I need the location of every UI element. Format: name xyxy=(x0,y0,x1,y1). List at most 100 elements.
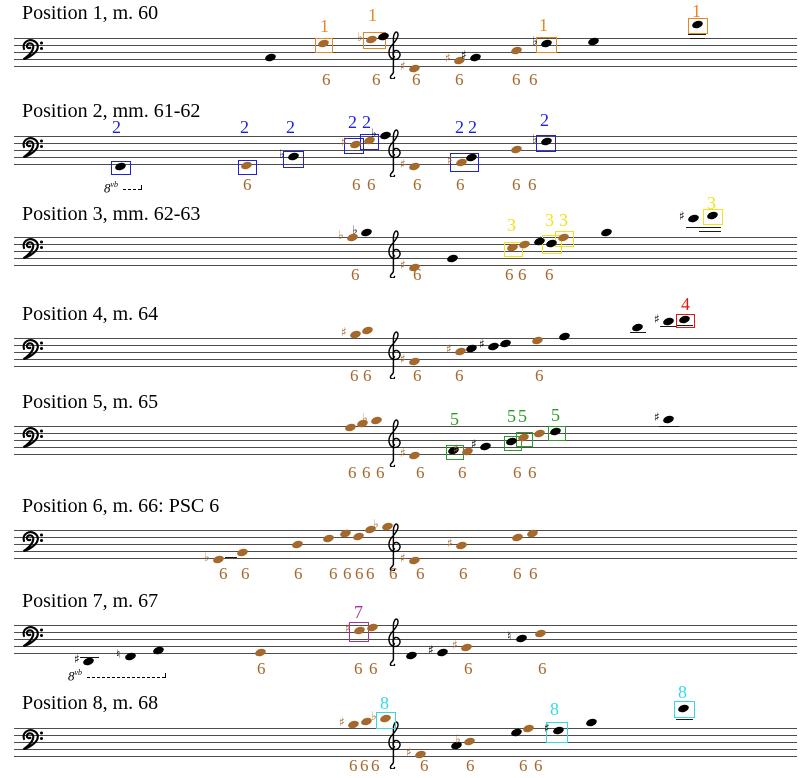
accidental-flat-icon: ♭ xyxy=(338,228,344,242)
accidental-flat-icon: ♭ xyxy=(357,30,363,44)
position-number: 2 xyxy=(455,117,464,137)
highlight-box xyxy=(349,622,369,642)
staff-line xyxy=(14,143,797,144)
notehead xyxy=(405,650,418,661)
figured-bass-6: 6 xyxy=(413,366,422,385)
notehead xyxy=(344,422,357,433)
ledger-line xyxy=(677,325,693,327)
bass-clef-icon xyxy=(20,727,44,750)
accidental-flat-icon: ♭ xyxy=(373,517,379,531)
highlight-box xyxy=(536,135,556,152)
staff-line xyxy=(14,756,797,757)
notehead xyxy=(460,642,473,653)
accidental-flat-icon: ♭ xyxy=(362,411,368,425)
ledger-line xyxy=(690,38,705,40)
staff-line xyxy=(14,38,797,39)
figured-bass-6: 6 xyxy=(512,175,521,194)
figured-bass-6: 6 xyxy=(529,564,538,583)
octave-marking: 8vb xyxy=(104,181,118,195)
notehead xyxy=(446,253,459,264)
notehead xyxy=(487,341,500,352)
figured-bass-6: 6 xyxy=(389,564,398,583)
staff-line xyxy=(14,440,797,441)
position-number: 2 xyxy=(112,117,121,137)
notehead xyxy=(436,647,449,658)
octave-end-tick xyxy=(141,185,142,190)
figured-bass-6: 6 xyxy=(367,175,376,194)
figured-bass-6: 6 xyxy=(352,175,361,194)
treble-clef-icon xyxy=(385,614,403,666)
figured-bass-6: 6 xyxy=(369,659,378,678)
position-number: 7 xyxy=(354,602,363,622)
highlight-box xyxy=(344,138,364,154)
notehead xyxy=(454,346,467,357)
figured-bass-6: 6 xyxy=(322,70,331,89)
position-number: 5 xyxy=(551,405,560,425)
accidental-sharp-icon: ♯ xyxy=(446,342,452,356)
notehead xyxy=(533,428,546,439)
accidental-sharp-icon: ♯ xyxy=(654,312,660,326)
accidental-sharp-icon: ♯ xyxy=(400,258,406,272)
position-number: 5 xyxy=(518,406,527,426)
figured-bass-6: 6 xyxy=(505,265,514,284)
position-number: 1 xyxy=(368,5,377,25)
figured-bass-6: 6 xyxy=(519,756,528,775)
position-number: 3 xyxy=(507,215,516,235)
staff-line xyxy=(14,45,797,46)
notehead xyxy=(469,52,482,63)
figured-bass-6: 6 xyxy=(513,463,522,482)
octave-symbol: 8 xyxy=(68,668,75,684)
staff-line xyxy=(14,433,797,434)
staff-line xyxy=(14,749,797,750)
ledger-line xyxy=(688,34,706,36)
position-number: 8 xyxy=(550,699,559,719)
bass-clef-icon xyxy=(20,37,44,60)
accidental-sharp-icon: ♯ xyxy=(445,51,451,65)
highlight-box xyxy=(542,235,562,254)
bass-clef-icon xyxy=(20,425,44,448)
bass-clef-icon xyxy=(20,624,44,647)
figured-bass-6: 6 xyxy=(371,756,380,775)
accidental-natural-icon: ♮ xyxy=(507,629,512,643)
accidental-sharp-icon: ♯ xyxy=(447,536,453,550)
treble-clef-icon xyxy=(385,327,403,379)
figured-bass-6: 6 xyxy=(241,564,250,583)
position-number: 5 xyxy=(507,406,516,426)
notehead xyxy=(518,239,531,250)
figured-bass-6: 6 xyxy=(529,70,538,89)
notehead xyxy=(510,144,523,155)
figured-bass-6: 6 xyxy=(366,564,375,583)
position-number: 1 xyxy=(320,16,329,36)
treble-clef-icon xyxy=(385,125,403,177)
accidental-sharp-icon: ♯ xyxy=(400,352,406,366)
position-number: 2 xyxy=(362,112,371,132)
figured-bass-6: 6 xyxy=(420,756,429,775)
accidental-sharp-icon: ♯ xyxy=(537,234,543,248)
accidental-natural-icon: ♮ xyxy=(116,647,121,661)
notehead xyxy=(264,52,277,63)
octave-dashed-line xyxy=(123,185,141,190)
accidental-sharp-icon: ♯ xyxy=(452,638,458,652)
notehead xyxy=(515,633,528,644)
staff-line xyxy=(14,66,797,67)
accidental-flat-icon: ♭ xyxy=(204,550,210,564)
notehead xyxy=(499,338,512,349)
accidental-sharp-icon: ♯ xyxy=(339,715,345,729)
system-label: Position 4, m. 64 xyxy=(22,303,159,325)
figured-bass-6: 6 xyxy=(343,564,352,583)
staff-line xyxy=(14,265,797,266)
staff-line xyxy=(14,426,797,427)
highlight-box xyxy=(546,722,568,743)
notehead xyxy=(322,533,335,544)
figured-bass-6: 6 xyxy=(528,175,537,194)
figured-bass-6: 6 xyxy=(351,265,360,284)
figured-bass-6: 6 xyxy=(294,564,303,583)
staff-line xyxy=(14,632,797,633)
notehead xyxy=(408,161,421,172)
accidental-flat-icon: ♭ xyxy=(279,147,285,161)
staff-line xyxy=(14,728,797,729)
notehead xyxy=(361,325,374,336)
staff-line xyxy=(14,59,797,60)
highlight-box xyxy=(450,153,479,172)
figured-bass-6: 6 xyxy=(329,564,338,583)
